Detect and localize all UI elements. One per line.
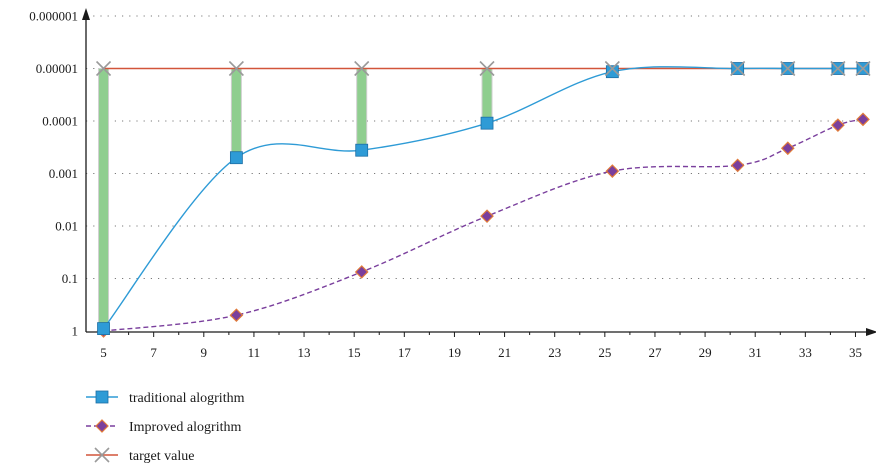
x-tick-label: 5 [100,345,107,360]
legend-marker [95,390,109,404]
x-tick-label: 15 [348,345,361,360]
series-marker [480,116,494,130]
x-tick-label: 23 [548,345,561,360]
series-line [103,118,864,332]
axes-layer [82,8,876,336]
y-tick-label: 1 [72,324,79,339]
series-marker [780,141,795,156]
grid-layer [86,15,868,279]
x-tick-label: 9 [201,345,208,360]
series-marker [479,60,495,77]
series-marker [480,209,494,224]
series-marker [95,60,112,77]
x-tick-label: 27 [648,345,662,360]
y-tick-label: 0.0001 [42,114,78,129]
series-marker [730,158,745,173]
x-tick-label: 25 [598,345,611,360]
y-tick-label: 0.001 [49,166,78,181]
series-marker [830,60,846,77]
legend-marker [94,447,110,463]
x-tick-label: 21 [498,345,511,360]
legend-item: traditional alogrithm [86,390,245,406]
error-bar [481,68,493,124]
error-bar [230,68,242,159]
series-marker [229,151,243,165]
x-tick-label: 29 [699,345,712,360]
legend: traditional alogrithm Improved alogrithm t… [86,390,245,464]
error-bar [356,68,368,151]
legend-label: traditional alogrithm [129,391,245,406]
x-tick-label: 7 [150,345,157,360]
series-marker [229,308,244,323]
error-bars-layer [98,68,493,330]
x-tick-label: 35 [849,345,862,360]
series-marker [605,164,620,178]
series-marker [855,60,871,77]
x-tick-label: 17 [398,345,412,360]
x-axis-arrow [866,328,876,336]
series-marker [605,65,619,79]
y-axis-arrow [82,8,90,20]
series-marker [856,112,870,127]
series-marker [831,118,845,133]
series-markers-layer [95,60,871,338]
x-tick-label: 19 [448,345,461,360]
legend-item: Improved alogrithm [86,419,241,435]
legend-marker [95,419,109,433]
x-tick-label: 33 [799,345,812,360]
series-marker [354,60,370,77]
series-marker [354,265,369,279]
series-marker [730,60,746,77]
y-tick-label: 0.000001 [29,9,78,24]
legend-item: target value [86,447,194,464]
x-tick-label: 11 [248,345,261,360]
legend-label: Improved alogrithm [129,420,241,435]
series-marker [604,60,620,77]
series-marker [780,60,796,77]
y-tick-label: 0.00001 [36,61,78,76]
x-tick-label: 31 [749,345,762,360]
ticks-layer: 1 0.1 0.01 0.001 0.0001 0.00001 0.000001 5 7 9 11 1… [29,9,862,361]
series-marker [355,143,369,157]
y-tick-label: 0.1 [62,271,78,286]
legend-label: target value [129,449,194,464]
y-tick-label: 0.01 [55,219,78,234]
error-bar [98,68,110,330]
series-marker [97,322,110,335]
x-tick-label: 13 [298,345,311,360]
series-marker [228,60,244,77]
